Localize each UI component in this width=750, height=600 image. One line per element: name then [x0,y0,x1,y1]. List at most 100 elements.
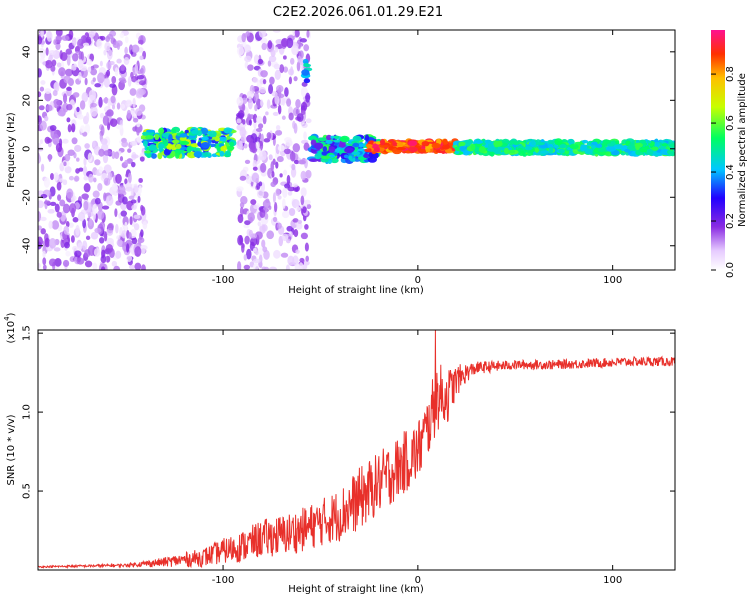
spectrogram-cell [211,136,219,140]
colorbar: 0.0 0.2 0.4 0.6 0.8 Normalized spectral ampl… [711,30,748,278]
spectrogram-cell [259,156,265,161]
spectrogram-cell [111,183,118,192]
spectrogram-cell [282,187,288,198]
spectrogram-cell [408,146,418,153]
spectrogram-cell [116,42,121,50]
spectrogram-cell [75,168,80,174]
spectrogram-cell [100,138,108,145]
spectrogram-cell [304,224,309,230]
spectrogram-cell [558,148,565,154]
spectrogram-cell [272,216,278,223]
spectrogram-cell [326,134,332,141]
spectrogram-cell [363,153,370,158]
spectrogram-cell [548,141,554,146]
spectrogram-cell [179,140,190,146]
spectrogram-region [452,138,675,157]
spectrogram-cell [48,258,57,267]
spectrogram-cell [51,220,60,230]
spectrogram-cell [68,30,74,40]
spectrogram-cell [261,239,266,248]
spectrogram-cell [117,185,126,195]
spectrogram-cell [137,195,141,203]
spectrogram-cell [111,150,116,159]
spectrogram-cell [132,117,139,123]
spectrogram-cell [295,108,299,115]
spectrogram-cell [309,135,317,141]
spectrogram-cell [90,231,99,240]
spectrogram-cell [489,150,495,157]
spectrogram-cell [320,155,331,159]
spectrogram-cell [134,262,142,270]
spectrogram-cell [148,144,157,151]
spectrogram-cell [42,264,47,270]
spectrogram-cell [277,144,285,152]
spectrogram-cell [273,201,278,213]
spectrogram-cell [49,172,55,181]
spectrogram-cell [531,139,536,146]
spectrogram-cell [157,152,163,160]
spectrogram-cell [660,148,671,156]
x-tick-label: -100 [212,575,235,586]
spectrogram-cell [133,214,141,219]
spectrogram-cell [258,30,267,38]
spectrogram-cell [143,140,148,147]
spectrogram-cell [140,204,144,212]
spectrogram-cell [137,69,143,75]
spectrogram-cell [93,247,101,257]
spectrogram-cell [175,152,180,159]
spectrogram-cell [100,266,106,270]
spectrogram-cell [272,30,281,33]
spectrogram-cell [68,222,74,228]
spectrogram-cell [282,55,287,60]
spectrogram-cell [136,75,145,80]
spectrogram-cell [322,146,328,153]
spectrogram-cell [295,249,300,254]
spectrogram-cell [88,89,97,101]
spectrogram-cell [253,204,260,210]
spectrogram-cell [193,151,202,158]
spectrogram-cell [87,31,96,38]
spectrogram-cell [49,125,57,132]
spectrogram-cell [127,172,132,184]
snr-frame [37,329,676,571]
spectrogram-cell [275,129,283,136]
spectrogram-cell [44,115,49,122]
spectrogram-cell [135,108,143,116]
spectrogram-cell [305,255,309,262]
spectrogram-cell [114,151,120,159]
spectrogram-cell [292,218,299,223]
spectrogram-region [38,30,149,270]
spectrogram-cell [85,235,91,241]
spectrogram-cell [268,205,272,210]
spectrogram-cell [48,153,52,162]
snr-multiplier-base: (x10 [6,321,17,344]
spectrogram-cell [245,175,252,185]
spectrogram-cell [239,175,247,181]
spectrogram-cell [139,156,145,162]
spectrogram-cell [260,99,264,107]
spectrogram-cell [300,101,308,112]
spectrogram-cell [613,144,624,150]
spectrogram-cell [138,185,143,194]
spectrogram-cell [236,112,245,118]
spectrogram-cell [122,196,128,205]
spectrogram-cell [105,195,114,206]
spectrogram-cell [55,142,63,153]
spectrogram-cell [123,57,130,65]
spectrogram-cell [202,151,212,157]
spectrogram-cell [295,206,301,212]
spectrogram-cell [78,71,82,81]
spectrogram-cell [38,262,41,269]
spectrogram-cell [77,242,83,251]
spectrogram-cell [71,64,77,71]
spectrogram-cell [90,102,97,108]
spectrogram-cell [136,127,140,136]
spectrogram-cell [103,150,112,156]
spectrogram-cell [297,55,302,63]
spectrogram-cell [302,206,307,214]
spectrogram-cell [59,178,64,183]
spectrogram-cell [271,171,275,178]
spectrogram-region [235,30,312,270]
spectrogram-cell [190,143,200,148]
spectrogram-cell [351,151,361,156]
